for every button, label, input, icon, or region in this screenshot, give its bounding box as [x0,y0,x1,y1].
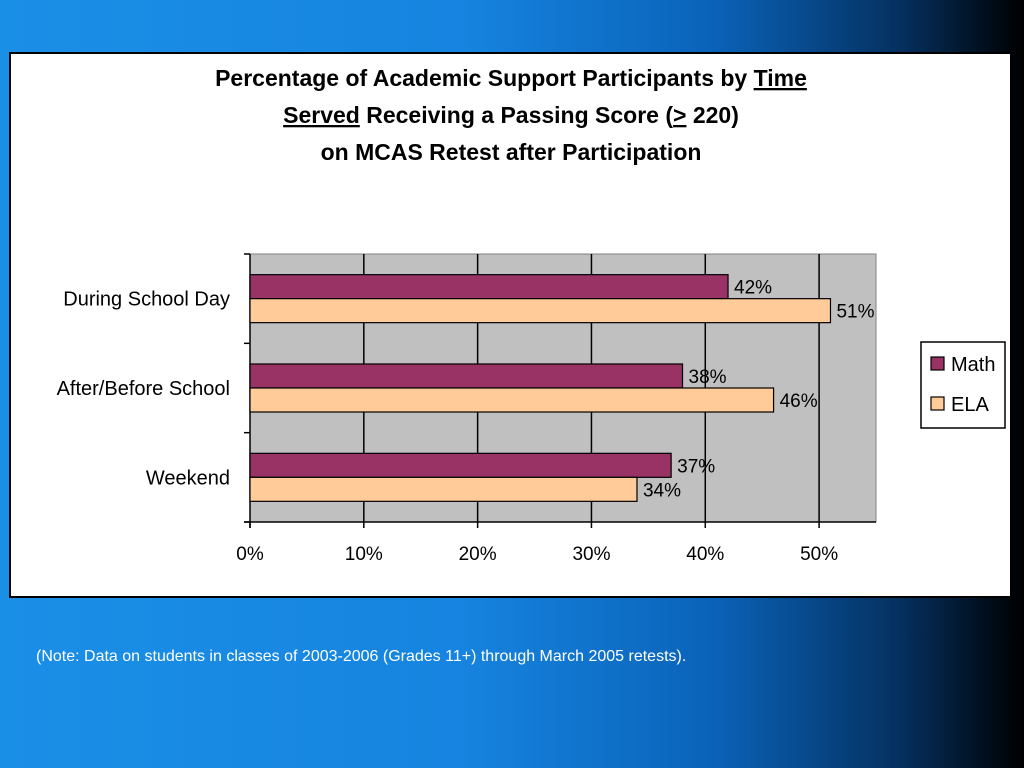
data-label: 37% [677,456,715,477]
bar-chart: Percentage of Academic Support Participa… [57,65,1006,565]
chart-title-line-1: Percentage of Academic Support Participa… [215,65,807,91]
x-tick-label: 10% [345,544,383,565]
footnote: (Note: Data on students in classes of 20… [36,648,687,665]
chart-title-segment: Percentage of Academic Support Participa… [215,65,754,91]
bar-math [249,363,684,389]
x-tick-label: 50% [800,544,838,565]
chart-panel: Percentage of Academic Support Participa… [9,52,1012,598]
legend-swatch [930,396,945,411]
data-label: 34% [643,480,681,501]
data-label: 42% [734,278,772,299]
chart-title-segment: Receiving a Passing Score ( [360,102,674,128]
data-label: 46% [780,391,818,412]
bar-math [249,452,672,478]
category-label: After/Before School [57,378,230,400]
bar-math [249,274,729,300]
data-label: 38% [689,367,727,388]
data-label: 51% [836,302,874,323]
x-tick-label: 40% [686,544,724,565]
x-tick-label: 30% [572,544,610,565]
legend-box [920,341,1006,429]
chart-title-line-3: on MCAS Retest after Participation [321,139,702,165]
chart-title-segment: Time [754,65,807,91]
chart-title-line-2: Served Receiving a Passing Score (> 220) [283,102,739,128]
bar-ela [249,476,638,502]
category-label: During School Day [63,289,230,311]
legend-label: ELA [951,394,989,416]
chart-title-segment: 220) [686,102,738,128]
chart-title-segment: Served [283,102,360,128]
legend-label: Math [951,354,995,376]
bar-ela [249,298,832,324]
x-tick-label: 20% [459,544,497,565]
chart-title-segment: > [673,102,686,128]
category-label: Weekend [146,467,230,489]
x-tick-label: 0% [236,544,264,565]
bar-ela [249,387,775,413]
legend-swatch [930,356,945,371]
chart-title-segment: on MCAS Retest after Participation [321,139,702,165]
